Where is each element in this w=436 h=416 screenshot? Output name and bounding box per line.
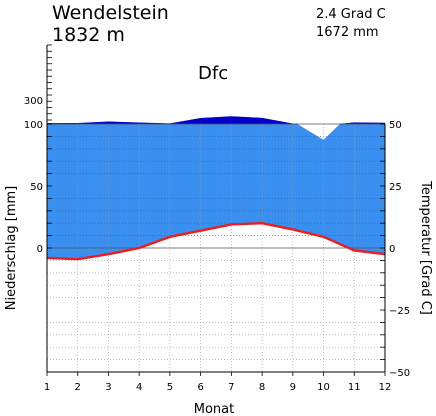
right-tick-label: −50 <box>389 368 410 379</box>
left-tick-label: 100 <box>24 120 43 131</box>
left-tick-label: 0 <box>37 244 43 255</box>
left-tick-label: 50 <box>30 182 43 193</box>
x-tick-label: 5 <box>167 382 173 393</box>
x-tick-label: 9 <box>290 382 296 393</box>
fill-layer <box>46 116 386 260</box>
left-axis-title: Niederschlag [mm] <box>4 186 19 311</box>
x-tick-label: 11 <box>348 382 361 393</box>
right-tick-label: 0 <box>389 244 395 255</box>
grid-layer <box>47 123 385 372</box>
right-tick-label: −25 <box>389 306 410 317</box>
x-tick-label: 1 <box>44 382 50 393</box>
x-tick-label: 10 <box>317 382 330 393</box>
right-axis-title: Temperatur [Grad C] <box>418 180 433 315</box>
x-tick-label: 6 <box>197 382 203 393</box>
station-elevation: 1832 m <box>52 24 125 46</box>
line-layer <box>46 221 386 261</box>
x-tick-label: 7 <box>228 382 234 393</box>
x-tick-label: 4 <box>136 382 142 393</box>
station-name: Wendelstein <box>52 2 169 24</box>
x-tick-label: 8 <box>259 382 265 393</box>
x-tick-label: 2 <box>75 382 81 393</box>
x-tick-label: 3 <box>105 382 111 393</box>
annual-precipitation: 1672 mm <box>316 25 379 40</box>
x-tick-label: 12 <box>379 382 392 393</box>
right-tick-label: 25 <box>389 182 402 193</box>
annual-temperature: 2.4 Grad C <box>316 7 386 22</box>
climate-class: Dfc <box>198 63 228 84</box>
temperature-line <box>46 221 386 261</box>
left-tick-label: 300 <box>24 96 43 107</box>
right-tick-label: 50 <box>389 120 402 131</box>
x-axis-title: Monat <box>194 402 234 416</box>
